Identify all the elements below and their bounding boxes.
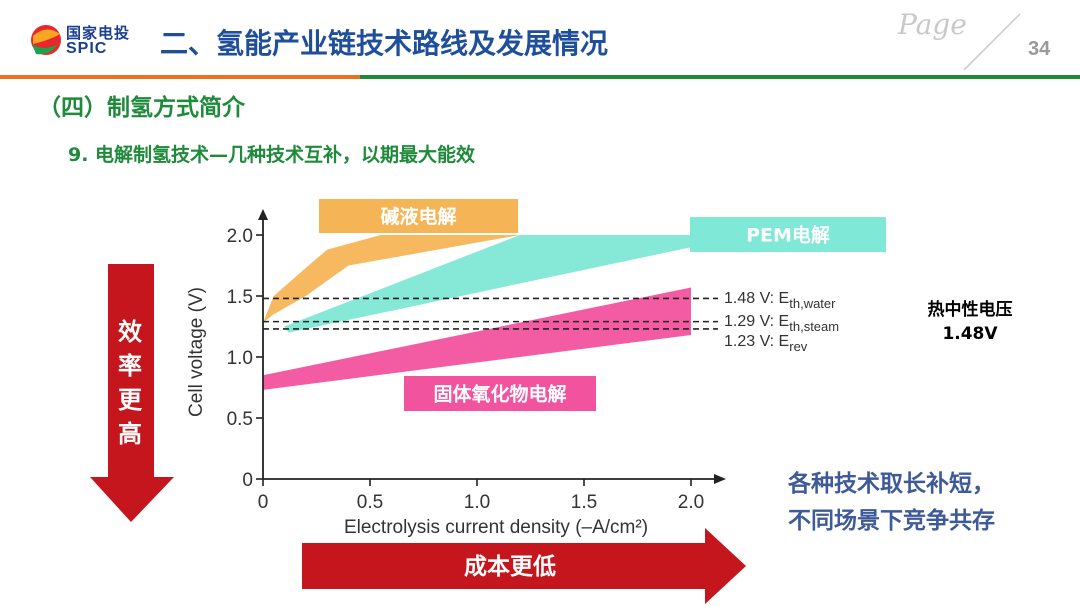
efficiency-arrow-label: 效率更高 [118,318,142,448]
alkaline-label: 碱液电解 [380,205,456,228]
header-bar-orange [0,75,360,79]
y-axis-label: Cell voltage (V) [186,287,207,417]
cost-arrow-label: 成本更低 [464,554,556,580]
logo-en: SPIC [66,40,108,57]
cost-arrow [302,528,746,604]
reference-label: 1.48 V: Eth,water [724,290,836,311]
soec-label: 固体氧化物电解 [433,383,566,406]
page-slash [963,13,1021,71]
thermoneutral-note: 热中性电压 1.48V [900,298,1040,346]
pem-band [284,235,691,333]
conclusion: 各种技术取长补短， 不同场景下竞争共存 [788,466,995,540]
logo-cn: 国家电投 [66,24,131,42]
soec-label-box [404,376,596,411]
x-axis-label: Electrolysis current density (–A/cm²) [344,517,648,538]
x-tick-label: 1.5 [571,492,597,513]
pem-label: PEM电解 [746,224,830,247]
x-tick-label: 1.0 [464,492,490,513]
page-word: Page [898,8,967,41]
y-axis-arrow [258,209,268,220]
y-tick-label: 0 [242,470,253,491]
x-tick-label: 0.5 [357,492,383,513]
reference-label: 1.23 V: Erev [724,333,808,354]
efficiency-arrow [90,264,174,522]
pem-label-box [690,217,886,252]
x-tick-label: 2.0 [678,492,704,513]
page-number: 34 [1028,38,1051,60]
reference-label: 1.29 V: Eth,steam [724,313,839,334]
header-bar-green [360,75,1080,79]
thermoneutral-line1: 热中性电压 [927,300,1013,320]
y-tick-label: 0.5 [227,409,253,430]
subtitle: 9. 电解制氢技术—几种技术互补，以期最大能效 [68,144,476,166]
header-graphics [0,13,1080,79]
section-title: （四）制氢方式简介 [38,95,245,121]
spic-logo-icon [31,25,61,55]
alkaline-band [263,235,520,323]
soec-band [263,287,691,390]
x-tick-label: 0 [258,492,269,513]
page-title: 二、氢能产业链技术路线及发展情况 [160,27,609,60]
y-tick-label: 1.0 [227,348,253,369]
y-tick-label: 2.0 [227,226,253,247]
conclusion-line2: 不同场景下竞争共存 [788,508,995,534]
y-tick-label: 1.5 [227,287,253,308]
alkaline-label-box [319,199,518,233]
thermoneutral-line2: 1.48V [942,324,998,344]
x-axis-arrow [714,474,726,484]
conclusion-line1: 各种技术取长补短， [788,471,995,497]
